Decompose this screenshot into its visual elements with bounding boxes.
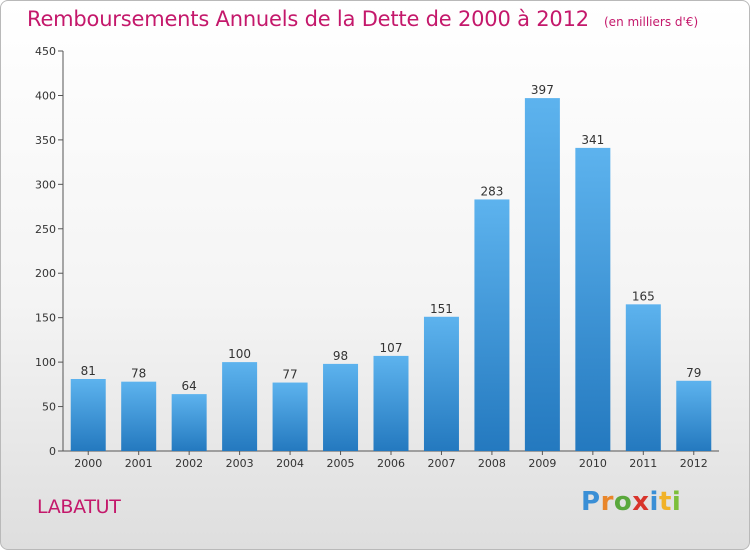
x-tick-label: 2009: [528, 457, 556, 470]
x-tick-label: 2008: [478, 457, 506, 470]
bar-2004: [272, 382, 308, 451]
data-label: 77: [282, 368, 297, 382]
y-tick-label: 200: [35, 267, 56, 280]
data-label: 283: [480, 184, 503, 198]
x-tick-label: 2005: [327, 457, 355, 470]
data-label: 64: [182, 379, 197, 393]
bar-2007: [423, 316, 459, 451]
x-tick-label: 2012: [680, 457, 708, 470]
bar-2000: [70, 379, 106, 451]
bar-2001: [121, 381, 157, 451]
data-label: 81: [81, 364, 96, 378]
x-tick-label: 2010: [579, 457, 607, 470]
data-label: 341: [581, 133, 604, 147]
data-label: 79: [686, 366, 701, 380]
unit-note: (en milliers d'€): [604, 15, 699, 29]
data-label: 78: [131, 367, 146, 381]
bar-2003: [222, 362, 258, 451]
chart-title: Remboursements Annuels de la Dette de 20…: [27, 7, 589, 31]
bar-2005: [323, 363, 359, 451]
bar-2010: [575, 147, 611, 451]
data-label: 98: [333, 349, 348, 363]
y-tick-label: 50: [42, 401, 56, 414]
data-label: 100: [228, 347, 251, 361]
chart-title-block: Remboursements Annuels de la Dette de 20…: [27, 7, 698, 31]
data-label: 107: [380, 341, 403, 355]
labels: 2000 81 2001 78 2002 64 2003 100 2004 77 2005 98 200…: [74, 83, 708, 470]
bar-2006: [373, 355, 409, 451]
bars: [70, 98, 712, 451]
place-name: LABATUT: [37, 496, 121, 518]
y-tick-label: 0: [49, 445, 56, 458]
data-label: 151: [430, 302, 453, 316]
bar-2009: [524, 98, 560, 451]
bar-2002: [171, 394, 207, 451]
x-tick-label: 2007: [427, 457, 455, 470]
y-tick-label: 250: [35, 223, 56, 236]
y-tick-label: 100: [35, 356, 56, 369]
x-tick-label: 2011: [629, 457, 657, 470]
data-label: 165: [632, 289, 655, 303]
x-tick-label: 2003: [226, 457, 254, 470]
y-tick-label: 400: [35, 89, 56, 102]
x-tick-label: 2000: [74, 457, 102, 470]
bar-2012: [676, 380, 712, 451]
bar-2011: [625, 304, 661, 451]
y-tick-label: 350: [35, 134, 56, 147]
data-label: 397: [531, 83, 554, 97]
x-tick-label: 2006: [377, 457, 405, 470]
x-tick-label: 2001: [125, 457, 153, 470]
y-tick-label: 150: [35, 312, 56, 325]
y-tick-label: 300: [35, 178, 56, 191]
bar-2008: [474, 199, 510, 451]
proxiti-logo: Proxiti: [581, 487, 682, 517]
x-tick-label: 2002: [175, 457, 203, 470]
x-tick-label: 2004: [276, 457, 304, 470]
y-tick-label: 450: [35, 45, 56, 58]
